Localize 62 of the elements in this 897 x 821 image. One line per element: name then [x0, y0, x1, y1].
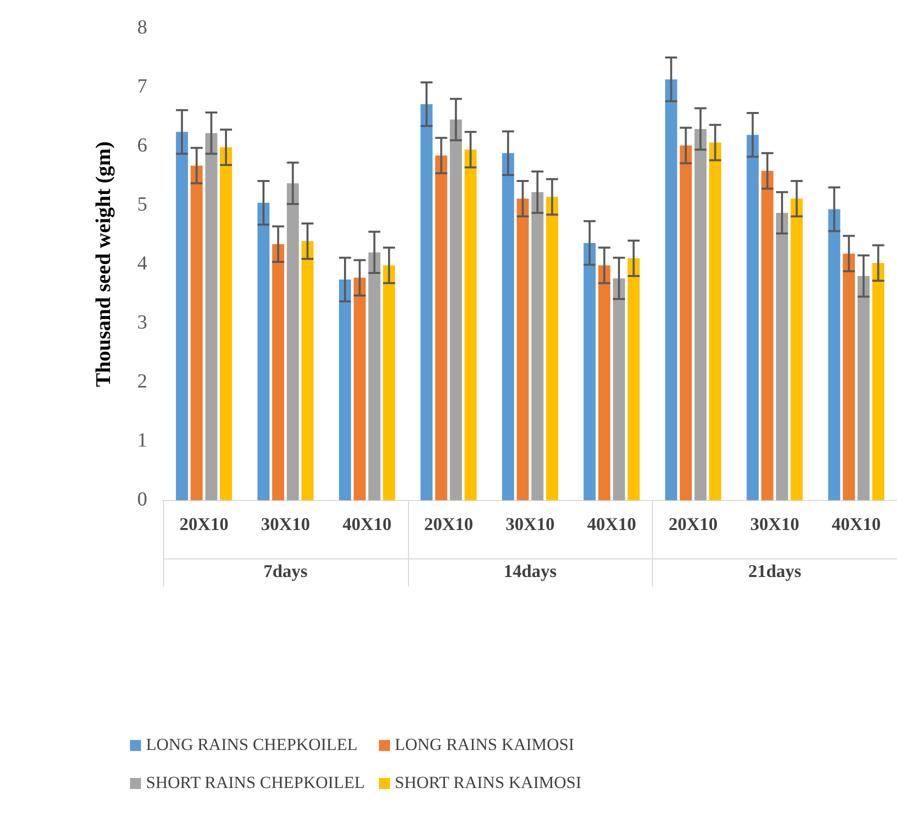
bar	[761, 170, 774, 500]
bar	[383, 265, 396, 500]
y-axis-title: Thousand seed weight (gm)	[91, 141, 116, 388]
legend-label: SHORT RAINS KAIMOSI	[394, 773, 582, 793]
x-tick-label: 40X10	[587, 514, 636, 534]
y-tick-label: 0	[137, 488, 148, 511]
bar	[286, 183, 299, 500]
bar	[828, 209, 840, 500]
bar	[301, 241, 314, 500]
bar	[612, 278, 625, 500]
bar	[531, 192, 544, 500]
bar	[502, 153, 514, 500]
y-tick-label: 7	[137, 75, 148, 98]
x-tick-label: 20X10	[668, 514, 718, 534]
bar	[665, 79, 678, 500]
bar	[368, 252, 380, 500]
y-tick-label: 1	[137, 430, 148, 452]
bar	[858, 276, 870, 500]
bar	[257, 202, 270, 500]
bar	[598, 265, 610, 500]
text: 14days	[504, 561, 557, 582]
bar	[546, 196, 558, 500]
y-tick-label: 5	[137, 193, 148, 216]
bar	[842, 254, 855, 500]
bar	[776, 212, 788, 500]
y-tick-label: 2	[137, 370, 148, 393]
text: 21days	[748, 561, 802, 582]
x-tick-label: 40X10	[342, 514, 392, 534]
legend-label: LONG RAINS CHEPKOILEL	[146, 735, 358, 755]
y-tick-label: 8	[137, 16, 148, 38]
bar	[709, 142, 722, 500]
bar	[680, 146, 692, 500]
x-tick-label: 30X10	[750, 514, 800, 534]
bar	[220, 147, 232, 500]
x-tick-label: 30X10	[506, 514, 555, 534]
bar	[516, 198, 529, 500]
bar	[339, 280, 352, 500]
x-tick-label: 40X10	[832, 514, 881, 534]
legend-label: SHORT RAINS CHEPKOILEL	[146, 773, 365, 793]
bar	[584, 242, 596, 500]
text: 7days	[263, 561, 308, 582]
y-tick-label: 6	[137, 134, 148, 156]
bar	[450, 120, 462, 500]
y-tick-label: 4	[137, 252, 148, 274]
bar	[790, 198, 803, 500]
x-tick-label: 20X10	[424, 514, 474, 534]
bar	[205, 133, 218, 500]
bar	[190, 166, 203, 500]
bar	[464, 150, 477, 500]
x-tick-label: 20X10	[179, 514, 228, 534]
bar	[746, 134, 759, 500]
x-tick-label: 30X10	[261, 514, 310, 534]
bar	[420, 104, 433, 500]
bar	[872, 263, 884, 500]
y-tick-label: 3	[137, 312, 148, 334]
legend-label: LONG RAINS KAIMOSI	[394, 735, 574, 755]
bar	[628, 258, 640, 500]
bar	[272, 244, 284, 500]
bar	[435, 156, 448, 500]
bar	[354, 278, 366, 500]
bar	[694, 128, 707, 500]
bar	[176, 132, 188, 500]
